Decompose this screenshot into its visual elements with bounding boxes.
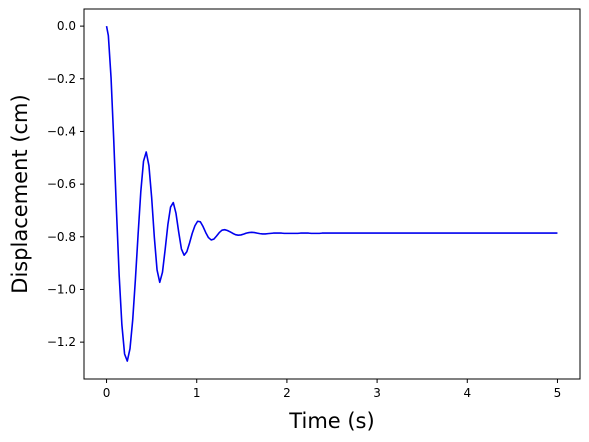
y-tick-label: −1.0 (47, 282, 76, 296)
y-tick-label: −1.2 (47, 335, 76, 349)
x-tick-label: 4 (463, 386, 471, 400)
y-tick-label: −0.6 (47, 177, 76, 191)
axis-ticks: 0 1 2 3 4 5 0.0 −0.2 −0.4 −0.6 −0.8 −1.0 −1.2 (47, 19, 561, 400)
x-axis-label: Time (s) (288, 409, 374, 433)
y-tick-label: 0.0 (57, 19, 76, 33)
x-tick-label: 0 (103, 386, 111, 400)
x-tick-label: 5 (554, 386, 562, 400)
y-tick-label: −0.8 (47, 230, 76, 244)
y-tick-label: −0.2 (47, 72, 76, 86)
x-tick-label: 1 (193, 386, 201, 400)
x-tick-label: 3 (373, 386, 381, 400)
plot-frame (83, 8, 581, 380)
y-axis-label: Displacement (cm) (8, 94, 32, 293)
y-tick-label: −0.4 (47, 124, 76, 138)
plot-content (105, 25, 558, 362)
x-tick-label: 2 (283, 386, 291, 400)
series-line (105, 25, 558, 362)
